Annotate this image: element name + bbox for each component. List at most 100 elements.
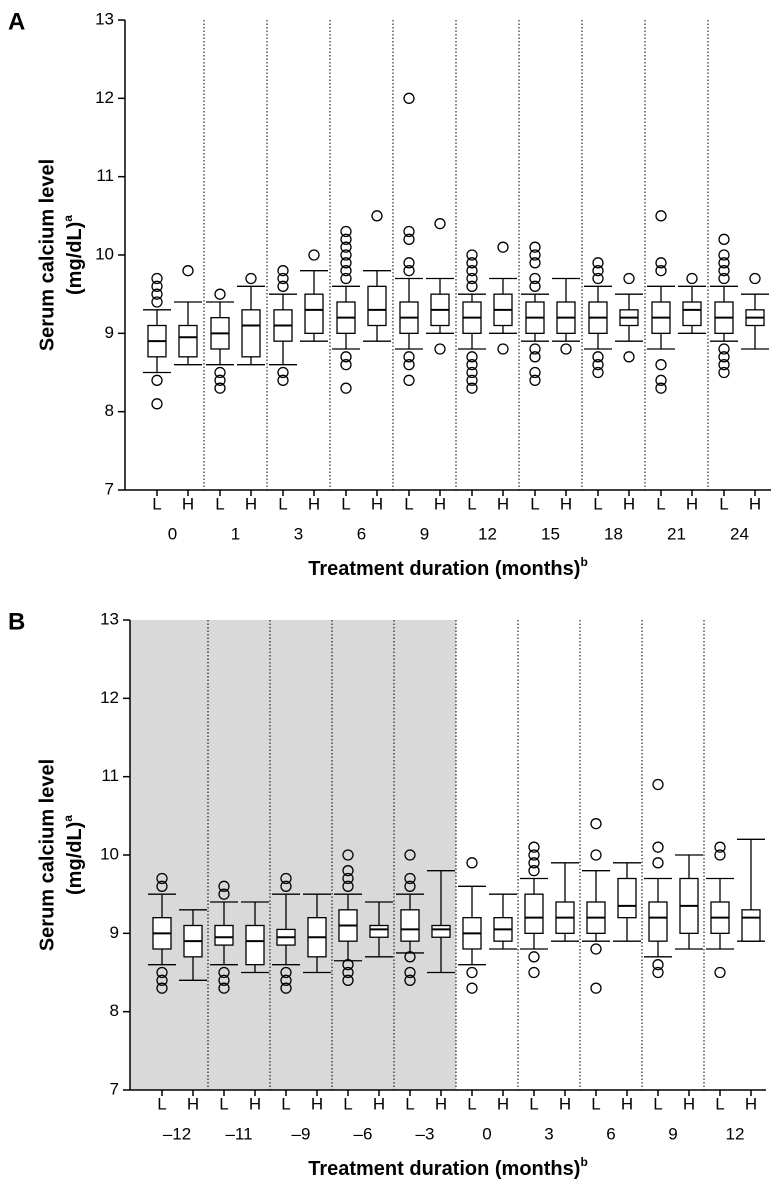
outlier — [655, 374, 667, 386]
outlier — [529, 351, 541, 363]
box-label: L — [653, 1094, 662, 1113]
outlier — [151, 272, 163, 285]
y-axis-label: Serum calcium level — [36, 759, 58, 951]
outlier — [156, 872, 168, 885]
box-label: L — [152, 494, 161, 513]
outlier — [340, 257, 352, 269]
box-label: L — [467, 1094, 476, 1113]
x-category-label: 9 — [668, 1124, 677, 1143]
x-axis-label-superscript: b — [580, 555, 587, 569]
box-label: H — [245, 494, 257, 513]
y-axis-label-superscript: a — [61, 215, 75, 222]
x-category-label: 12 — [478, 524, 497, 543]
box-label: H — [686, 494, 698, 513]
outlier — [404, 880, 416, 892]
y-tick-label: 11 — [101, 766, 119, 785]
box-label: L — [719, 494, 728, 513]
x-category-label: 24 — [730, 524, 749, 543]
x-category-label: 3 — [294, 524, 303, 543]
box — [524, 893, 544, 934]
box — [617, 877, 637, 919]
outlier — [340, 265, 352, 277]
outlier — [403, 265, 415, 277]
outlier — [466, 857, 478, 869]
outlier — [497, 241, 509, 253]
outlier — [218, 966, 230, 979]
box — [682, 301, 702, 327]
outlier — [280, 872, 292, 885]
outlier — [214, 366, 226, 379]
outlier — [528, 966, 540, 979]
outlier — [655, 359, 667, 371]
outlier — [528, 865, 540, 877]
outlier — [340, 249, 352, 261]
outlier — [156, 880, 168, 892]
outlier — [280, 974, 292, 986]
y-tick-label: 13 — [95, 9, 114, 28]
outlier — [592, 257, 604, 269]
box-label: L — [529, 1094, 538, 1113]
outlier — [151, 398, 163, 410]
outlier — [403, 92, 415, 104]
outlier — [655, 257, 667, 269]
x-axis-label: Treatment duration (months)b — [308, 1155, 588, 1180]
y-tick-label: 9 — [110, 923, 119, 942]
y-axis-label: (mg/dL)a — [61, 815, 86, 895]
x-axis-label-superscript: b — [580, 1155, 587, 1169]
outlier — [218, 974, 230, 986]
outlier — [590, 943, 602, 955]
y-tick-label: 8 — [110, 1001, 119, 1020]
outlier — [466, 351, 478, 363]
x-axis-label-text: Treatment duration (months) — [308, 558, 580, 580]
outlier — [280, 966, 292, 979]
outlier — [403, 359, 415, 371]
y-tick-label: 13 — [100, 609, 119, 628]
x-category-label: 18 — [604, 524, 623, 543]
outlier — [652, 778, 664, 791]
outlier — [277, 374, 289, 386]
outlier — [528, 951, 540, 963]
box-label: L — [341, 494, 350, 513]
y-axis-label-text: (mg/dL) — [64, 222, 86, 295]
y-tick-label: 8 — [105, 401, 114, 420]
outlier — [718, 359, 730, 371]
box-label: H — [621, 1094, 633, 1113]
outlier — [218, 982, 230, 994]
outlier — [214, 374, 226, 386]
panel-label: B — [8, 608, 25, 635]
outlier — [277, 265, 289, 277]
box-label: L — [591, 1094, 600, 1113]
box — [400, 909, 420, 942]
box-label: H — [623, 494, 635, 513]
outlier — [214, 382, 226, 394]
outlier — [529, 257, 541, 269]
box-label: L — [219, 1094, 228, 1113]
outlier — [718, 343, 730, 355]
y-tick-label: 7 — [110, 1079, 119, 1098]
outlier — [403, 225, 415, 238]
outlier — [434, 218, 446, 230]
outlier — [714, 849, 726, 861]
box-label: H — [249, 1094, 261, 1113]
box-label: H — [560, 494, 572, 513]
outlier — [280, 880, 292, 892]
outlier — [340, 241, 352, 253]
outlier — [652, 959, 664, 971]
outlier — [529, 366, 541, 379]
outlier — [340, 225, 352, 238]
box-label: H — [182, 494, 194, 513]
outlier — [151, 374, 163, 386]
outlier — [466, 257, 478, 269]
outlier — [560, 343, 572, 355]
outlier — [277, 280, 289, 292]
outlier — [404, 872, 416, 885]
outlier — [182, 265, 194, 277]
outlier — [655, 210, 667, 222]
box — [245, 924, 265, 966]
x-axis-label: Treatment duration (months)b — [308, 555, 588, 580]
box — [431, 924, 451, 938]
outlier — [156, 974, 168, 986]
outlier — [718, 351, 730, 363]
box-label: L — [467, 494, 476, 513]
outlier — [277, 272, 289, 285]
